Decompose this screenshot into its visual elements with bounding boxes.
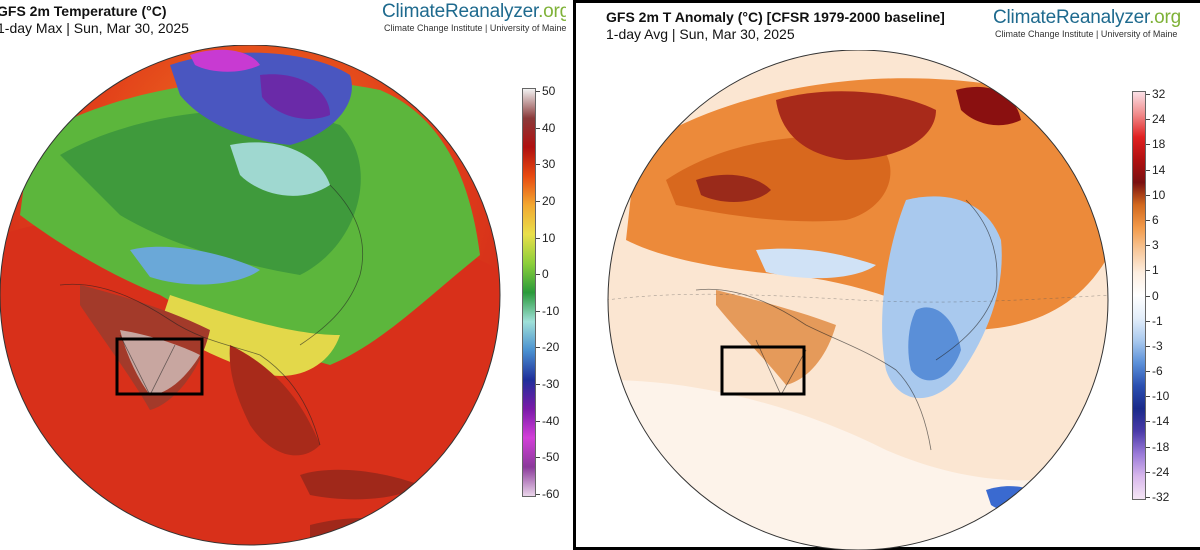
colorbar-tick-mark [1146, 320, 1150, 322]
right-affiliation: Climate Change Institute | University of… [995, 29, 1178, 39]
colorbar-tick-mark [536, 457, 540, 459]
colorbar-tick-label: 32 [1152, 87, 1166, 101]
colorbar-tick-mark [1146, 94, 1150, 95]
colorbar-tick-label: -40 [542, 413, 560, 428]
colorbar-tick-mark [1146, 270, 1150, 272]
colorbar-tick-label: 24 [1152, 112, 1166, 127]
right-brand-logo: ClimateReanalyzer.org [993, 7, 1181, 29]
colorbar-tick-label: -6 [1152, 364, 1163, 379]
colorbar-tick-label: 40 [542, 120, 556, 135]
left-map-title: GFS 2m Temperature (°C) [0, 3, 167, 19]
colorbar-tick-label: 30 [542, 157, 556, 172]
colorbar-tick-label: -50 [542, 450, 560, 465]
colorbar-tick-mark [1146, 219, 1150, 221]
brand-domain: .org [538, 1, 571, 22]
colorbar-tick-label: -10 [1152, 389, 1170, 404]
right-map-panel: GFS 2m T Anomaly (°C) [CFSR 1979-2000 ba… [573, 0, 1200, 550]
colorbar-tick-mark [1146, 245, 1150, 247]
colorbar-tick-mark [536, 237, 540, 239]
colorbar-tick-mark [1146, 396, 1150, 398]
colorbar-tick-label: 1 [1152, 263, 1159, 278]
colorbar-tick-mark [1146, 119, 1150, 121]
left-region-box [115, 337, 204, 396]
colorbar-tick-mark [536, 200, 540, 202]
colorbar-tick-mark [536, 164, 540, 166]
colorbar-tick-mark [1146, 295, 1150, 297]
colorbar-tick-label: -1 [1152, 313, 1163, 328]
brand-name: ClimateReanalyzer [382, 1, 539, 22]
brand-name: ClimateReanalyzer [993, 7, 1150, 28]
colorbar-tick-mark [1146, 144, 1150, 146]
colorbar-tick-label: 10 [1152, 187, 1166, 202]
colorbar-tick-mark [536, 494, 540, 495]
left-map-subtitle: 1-day Max | Sun, Mar 30, 2025 [0, 20, 189, 36]
left-colorbar [522, 88, 536, 497]
colorbar-tick-mark [1146, 471, 1150, 473]
colorbar-tick-label: -14 [1152, 414, 1170, 429]
right-colorbar [1132, 91, 1146, 500]
colorbar-tick-label: 50 [542, 84, 556, 98]
colorbar-tick-mark [536, 420, 540, 422]
brand-domain: .org [1149, 7, 1182, 28]
colorbar-tick-label: 0 [1152, 288, 1159, 303]
colorbar-tick-label: 0 [542, 267, 549, 282]
colorbar-tick-mark [1146, 497, 1150, 498]
left-temperature-globe [0, 45, 501, 546]
colorbar-tick-label: -24 [1152, 464, 1170, 479]
colorbar-tick-mark [1146, 371, 1150, 373]
colorbar-tick-label: -18 [1152, 439, 1170, 454]
right-map-title: GFS 2m T Anomaly (°C) [CFSR 1979-2000 ba… [606, 9, 945, 25]
colorbar-tick-mark [536, 127, 540, 129]
right-map-subtitle: 1-day Avg | Sun, Mar 30, 2025 [606, 26, 795, 42]
colorbar-tick-mark [1146, 194, 1150, 196]
left-brand-logo: ClimateReanalyzer.org [382, 1, 570, 23]
colorbar-tick-mark [536, 274, 540, 276]
colorbar-tick-label: 14 [1152, 162, 1166, 177]
colorbar-tick-label: 20 [542, 193, 556, 208]
colorbar-tick-mark [536, 91, 540, 92]
left-affiliation: Climate Change Institute | University of… [384, 23, 567, 33]
colorbar-tick-label: 18 [1152, 137, 1166, 152]
colorbar-tick-mark [1146, 446, 1150, 448]
colorbar-tick-label: -3 [1152, 338, 1163, 353]
colorbar-tick-label: 6 [1152, 212, 1159, 227]
colorbar-tick-label: -30 [542, 377, 560, 392]
colorbar-tick-mark [1146, 169, 1150, 171]
colorbar-tick-label: 3 [1152, 238, 1159, 253]
left-map-panel: GFS 2m Temperature (°C) 1-day Max | Sun,… [0, 0, 570, 550]
colorbar-tick-label: -32 [1152, 490, 1170, 504]
colorbar-tick-mark [1146, 345, 1150, 347]
colorbar-tick-label: 10 [542, 230, 556, 245]
panel-divider [566, 0, 573, 550]
colorbar-tick-label: -60 [542, 487, 560, 501]
right-anomaly-globe [607, 50, 1109, 550]
colorbar-tick-label: -10 [542, 303, 560, 318]
colorbar-tick-mark [536, 310, 540, 312]
colorbar-tick-mark [536, 347, 540, 349]
colorbar-tick-mark [536, 384, 540, 386]
right-region-box [720, 345, 806, 396]
colorbar-tick-mark [1146, 421, 1150, 423]
colorbar-tick-label: -20 [542, 340, 560, 355]
